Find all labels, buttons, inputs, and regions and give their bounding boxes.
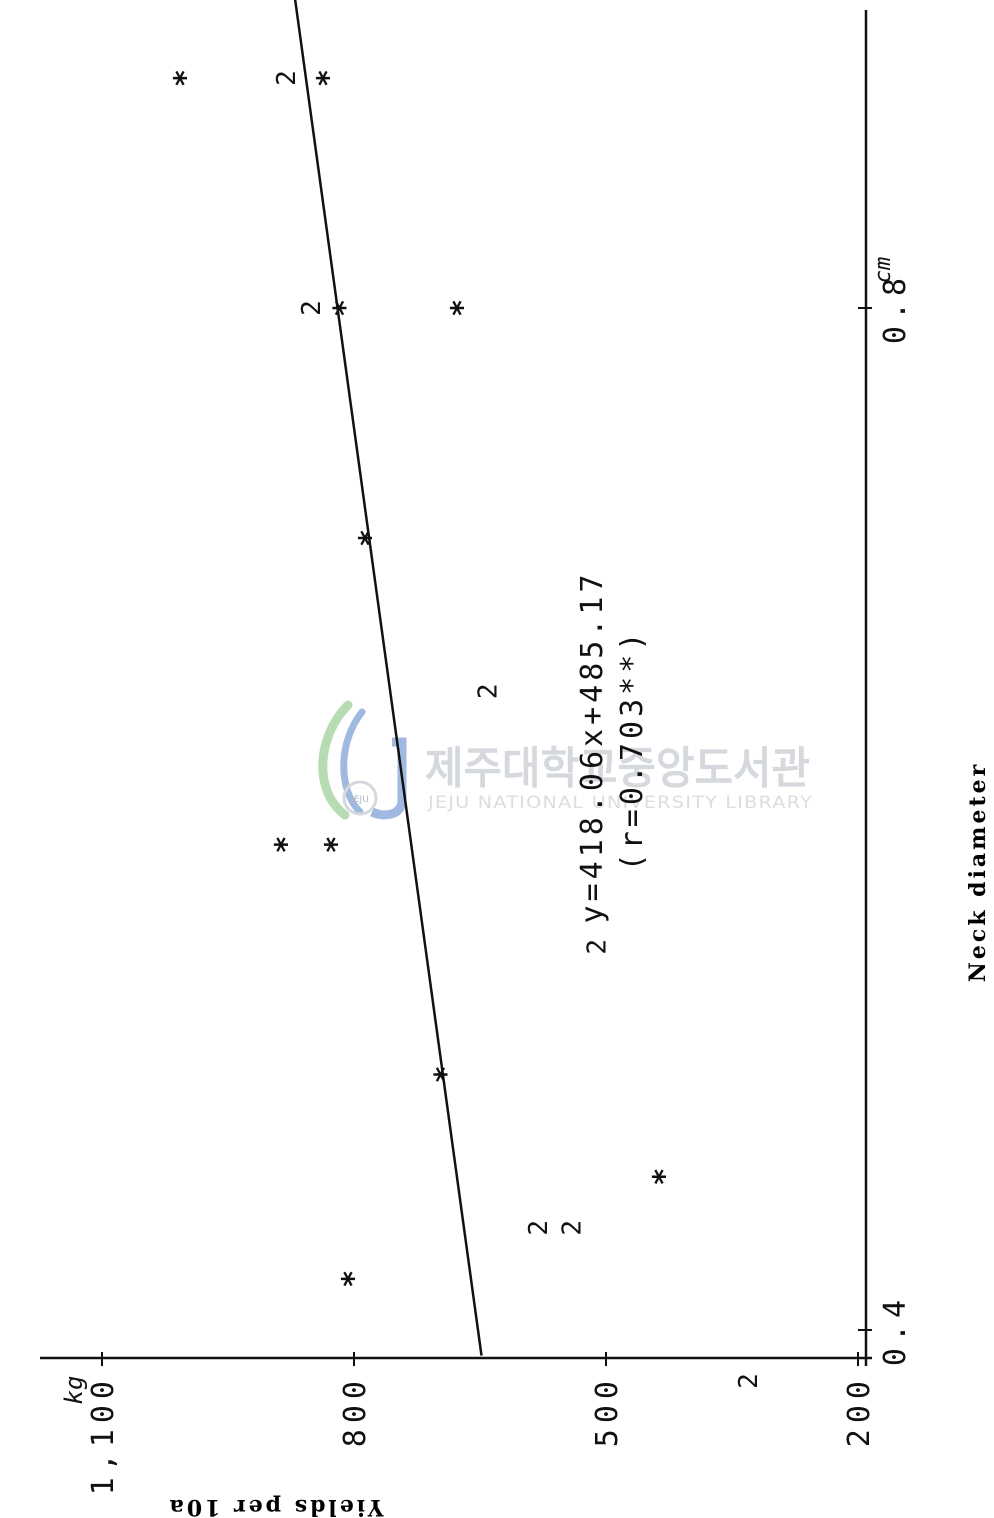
regression-layer [293, 0, 483, 1356]
data-point-two: 2 [557, 1220, 587, 1236]
regression-r-value: (r=0.703**) [615, 629, 650, 872]
data-point-two: 2 [272, 70, 302, 86]
data-point-star: * [169, 69, 204, 87]
data-point-two: 2 [473, 683, 503, 699]
data-point-star: * [647, 1168, 682, 1186]
y-tick-label: 1,100 [86, 1375, 121, 1495]
x-tick-label: 0.4 [878, 1294, 913, 1366]
y-tick-label: 200 [842, 1375, 877, 1447]
data-point-star: * [429, 1065, 464, 1083]
library-logo: JEJU [318, 700, 407, 820]
data-point-star: * [269, 836, 304, 854]
data-point-two: 2 [734, 1373, 764, 1389]
data-point-two: 2 [524, 1220, 554, 1236]
data-point-star: * [337, 1270, 372, 1288]
regression-equation: y=418.06x+485.17 [575, 571, 610, 924]
x-axis-title: Neck diameter [965, 762, 991, 982]
y-axis-title: Yields per 10a [167, 1494, 385, 1518]
data-point-two: 2 [583, 939, 613, 955]
x-tick-label: 0.8 [878, 272, 913, 344]
points-layer: ***********************2222222222 [169, 69, 764, 1389]
ticks-layer: 0.40.81.21.62005008001,100 [86, 272, 913, 1495]
y-tick-label: 500 [590, 1375, 625, 1447]
watermark-title-en: JEJU NATIONAL UNIVERSITY LIBRARY [427, 793, 813, 813]
data-point-star: * [328, 299, 363, 317]
x-unit-label: cm [871, 257, 896, 284]
y-tick-label: 800 [338, 1375, 373, 1447]
y-unit-label: kg [60, 1376, 88, 1405]
watermark-title-ko: 제주대학교중앙도서관 [425, 743, 810, 794]
data-point-star: * [311, 69, 346, 87]
logo-text: JEJU [350, 795, 369, 805]
data-point-star: * [353, 529, 388, 547]
regression-line [293, 0, 483, 1356]
data-point-two: 2 [297, 300, 327, 316]
data-point-star: * [446, 299, 481, 317]
data-point-star: * [320, 836, 355, 854]
library-watermark: JEJU 제주대학교중앙도서관 JEJU NATIONAL UNIVERSITY… [318, 700, 813, 820]
